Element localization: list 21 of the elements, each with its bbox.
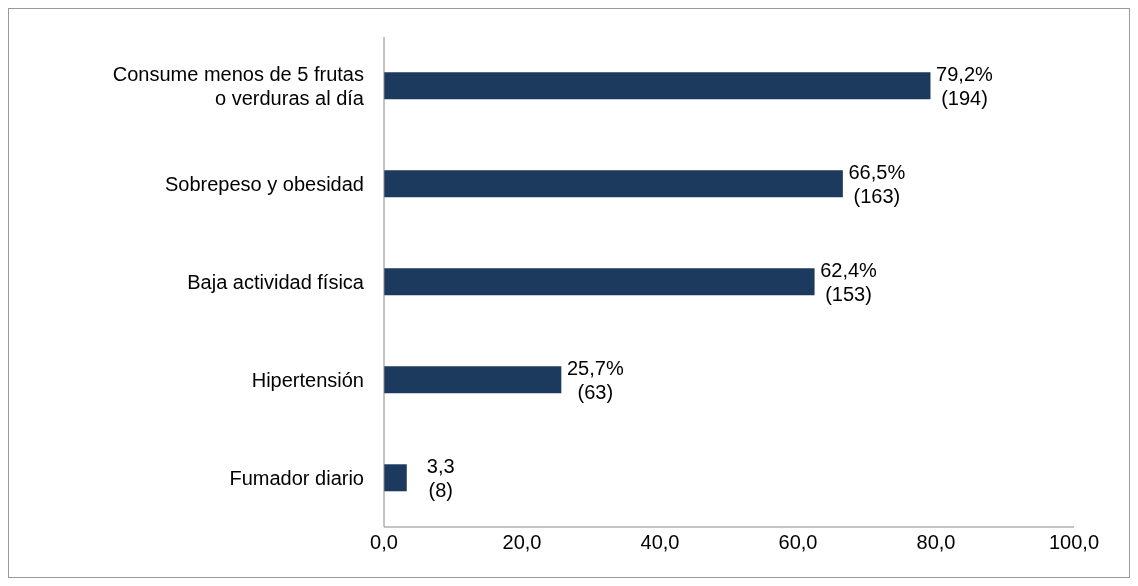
data-label: 79,2% (194) bbox=[936, 62, 994, 109]
y-tick-label: Sobrepeso y obesidad bbox=[164, 173, 364, 195]
x-tick-label: 60,0 bbox=[778, 531, 818, 554]
y-tick-label: Fumador diario bbox=[229, 467, 364, 489]
data-label: 3,3 (8) bbox=[426, 454, 455, 501]
data-label: 62,4% (153) bbox=[820, 258, 878, 305]
x-tick-label: 80,0 bbox=[916, 531, 956, 554]
x-tick-label: 20,0 bbox=[502, 531, 542, 554]
x-tick-label: 100,0 bbox=[1048, 531, 1100, 554]
bar bbox=[384, 366, 562, 394]
y-tick-label: Baja actividad física bbox=[187, 271, 365, 293]
bar bbox=[384, 72, 931, 100]
y-tick-label: Consume menos de 5 frutas o verduras al día bbox=[112, 63, 365, 109]
y-tick-label: Hipertensión bbox=[251, 369, 364, 391]
x-tick-label: 0,0 bbox=[370, 531, 398, 554]
x-tick-label: 40,0 bbox=[640, 531, 680, 554]
bar bbox=[384, 268, 815, 296]
data-label: 25,7% (63) bbox=[566, 356, 624, 403]
bar bbox=[384, 464, 407, 492]
bar bbox=[384, 170, 843, 198]
data-label: 66,5% (163) bbox=[848, 160, 906, 207]
